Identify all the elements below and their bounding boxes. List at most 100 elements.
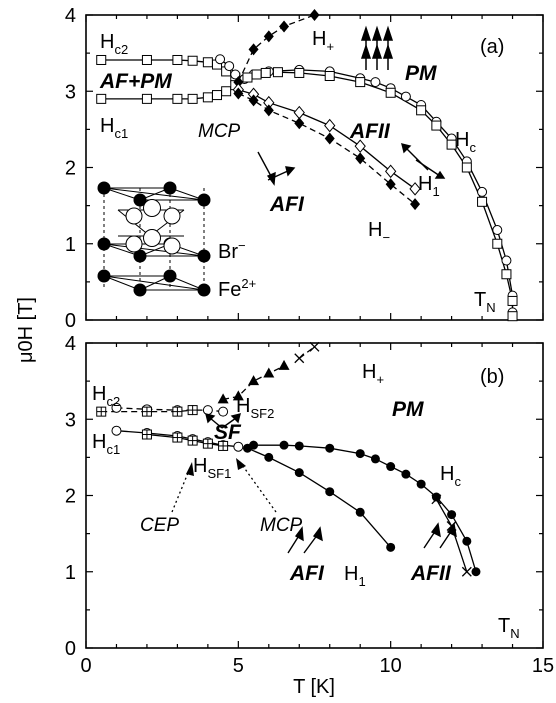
data-point-a-6 <box>355 152 366 165</box>
data-point-b-7 <box>325 443 335 453</box>
data-point-b-6 <box>264 452 274 462</box>
data-point-a-6 <box>294 117 305 130</box>
panel-b-ticks: 0 1 2 3 4 0 5 10 15 <box>65 333 554 677</box>
x-tick-label-b: 0 <box>80 655 91 677</box>
x-tick-label-b: 15 <box>532 655 554 677</box>
panel-b-curves <box>101 346 477 573</box>
data-point-b-1 <box>141 406 152 417</box>
data-point-a-4 <box>263 30 274 43</box>
data-point-a-3 <box>416 105 427 116</box>
label-hc2-b: Hc2 <box>92 383 120 409</box>
data-point-b-4 <box>248 375 260 386</box>
panel-a-marks <box>96 9 518 322</box>
spin-arrows-afi-a-icon <box>257 151 296 186</box>
data-point-b-4 <box>263 367 275 378</box>
panel-a-label: (a) <box>480 36 504 58</box>
panel-a: 0 1 2 3 4 (a) Hc2 AF+PM Hc1 MCP H+ PM AFII H… <box>65 5 544 332</box>
data-point-b-0 <box>218 406 229 417</box>
data-point-a-6 <box>324 132 335 145</box>
panel-b-marks <box>96 341 481 577</box>
data-point-a-3 <box>355 77 366 88</box>
data-point-a-3 <box>446 139 457 150</box>
data-point-a-1 <box>221 86 232 97</box>
data-point-a-3 <box>492 238 503 249</box>
data-point-b-2 <box>111 425 122 436</box>
data-point-b-5 <box>294 353 305 364</box>
data-point-a-0 <box>96 54 107 65</box>
data-point-b-3 <box>187 435 198 446</box>
data-point-b-1 <box>172 406 183 417</box>
data-point-a-3 <box>260 67 271 78</box>
spin-arrows-sf-icon <box>205 413 241 429</box>
data-point-a-4 <box>309 9 320 21</box>
data-point-b-4 <box>278 359 290 370</box>
y-tick-label-a: 3 <box>65 81 76 103</box>
label-br: Br− <box>218 238 246 263</box>
data-point-b-3 <box>218 440 229 451</box>
y-axis-label: μ0H [T] <box>15 297 37 363</box>
label-hc1-a: Hc1 <box>100 115 128 141</box>
panel-a-ticks: 0 1 2 3 4 <box>65 5 544 332</box>
data-point-b-7 <box>431 492 441 502</box>
data-point-a-3 <box>385 87 396 98</box>
data-point-a-5 <box>354 139 366 153</box>
data-point-b-7 <box>447 510 457 520</box>
data-point-b-7 <box>386 462 396 472</box>
data-point-b-1 <box>96 406 107 417</box>
label-afii-b: AFII <box>410 562 452 585</box>
data-point-a-1 <box>187 93 198 104</box>
data-point-a-0 <box>187 55 198 66</box>
data-point-b-7 <box>401 469 411 479</box>
data-point-a-3 <box>272 67 283 78</box>
data-point-a-4 <box>233 76 244 89</box>
data-point-a-6 <box>410 198 421 211</box>
x-axis-label: T [K] <box>293 676 335 698</box>
label-afi-a: AFI <box>269 193 305 216</box>
data-point-a-1 <box>172 93 183 104</box>
data-point-a-4 <box>248 43 259 56</box>
data-point-a-5 <box>385 164 397 179</box>
data-point-b-8 <box>431 494 442 505</box>
panel-b-label: (b) <box>480 366 504 388</box>
y-tick-label-a: 4 <box>65 5 76 27</box>
data-point-b-3 <box>172 432 183 443</box>
data-point-b-3 <box>202 438 213 449</box>
data-point-a-3 <box>501 269 512 280</box>
data-point-a-3 <box>294 67 305 78</box>
data-point-a-4 <box>279 20 290 33</box>
data-point-b-7 <box>279 440 289 450</box>
data-point-a-2 <box>215 54 226 65</box>
series-line-a-2 <box>219 58 514 313</box>
data-point-a-2 <box>370 77 381 88</box>
label-tn-b: TN <box>498 615 520 641</box>
data-point-a-5 <box>409 182 421 196</box>
data-point-b-7 <box>294 441 304 451</box>
spin-arrows-afi-b-icon <box>287 526 323 554</box>
label-hc2-a: Hc2 <box>100 31 128 57</box>
data-point-a-3 <box>251 69 262 80</box>
y-tick-label-b: 4 <box>65 333 76 355</box>
spin-arrows-afii-a-icon <box>401 143 446 179</box>
label-hplus-a: H+ <box>312 28 334 54</box>
data-point-b-6 <box>325 487 335 497</box>
data-point-b-7 <box>355 449 365 459</box>
label-hc1-b: Hc1 <box>92 431 120 457</box>
series-line-b-4 <box>222 365 285 401</box>
crystal-structure-illustration <box>97 181 211 297</box>
data-point-b-6 <box>294 468 304 478</box>
data-point-a-5 <box>324 118 336 133</box>
label-hc-a: Hc <box>455 129 476 155</box>
panel-b-frame <box>85 342 544 649</box>
data-point-b-7 <box>462 536 472 546</box>
dotted-pointer-heads-icon <box>186 458 246 476</box>
y-tick-label-b: 1 <box>65 562 76 584</box>
data-point-b-1 <box>187 405 198 416</box>
data-point-a-3 <box>461 162 472 173</box>
data-point-a-0 <box>202 57 213 68</box>
panel-a-curves <box>101 14 514 317</box>
data-point-a-6 <box>385 178 396 191</box>
data-point-a-1 <box>202 92 213 103</box>
label-hsf2: HSF2 <box>236 395 274 421</box>
data-point-a-2 <box>400 91 411 102</box>
data-point-a-0 <box>141 54 152 65</box>
